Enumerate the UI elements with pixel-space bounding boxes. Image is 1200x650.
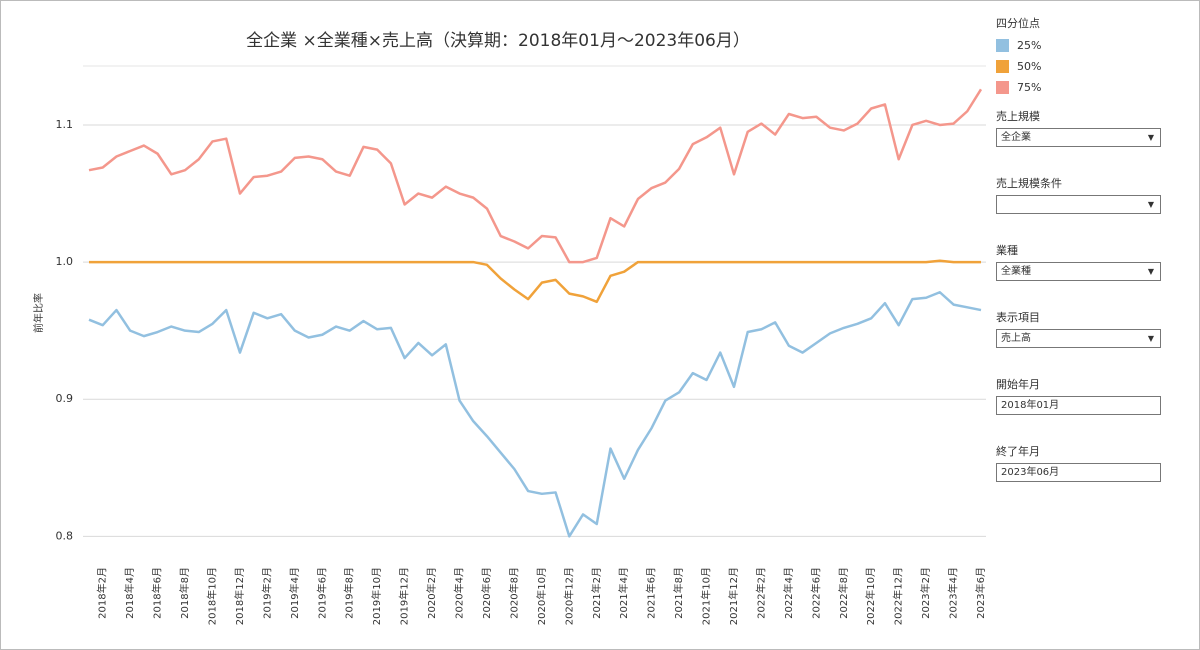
spacer — [996, 214, 1166, 232]
filter-label: 売上規模 — [996, 110, 1040, 123]
x-tick-label: 2022年6月 — [809, 567, 822, 619]
filter-value: 2018年01月 — [1001, 400, 1060, 411]
filters: 売上規模全企業 ▼ 売上規模条件 ▼ 業種全業種 ▼ 表示項目売上高 ▼ 開始年月 2018年01… — [996, 108, 1166, 482]
x-tick-label: 2018年6月 — [151, 567, 164, 619]
dropdown[interactable]: 全業種 ▼ — [996, 262, 1161, 281]
chart: 全企業 ×全業種×売上高（決算期：2018年01月～2023年06月） 前年比率… — [32, 31, 987, 625]
x-tick-label: 2018年10月 — [206, 567, 219, 625]
x-tick-label: 2022年8月 — [837, 567, 850, 619]
x-tick-label: 2021年10月 — [700, 567, 713, 625]
x-tick-label: 2023年2月 — [919, 567, 932, 619]
x-tick-label: 2020年4月 — [453, 567, 466, 619]
dropdown-arrow: ▼ — [1147, 334, 1154, 343]
filter-label: 売上規模条件 — [996, 177, 1062, 190]
legend-label: 75% — [1017, 81, 1042, 94]
filter-label: 終了年月 — [996, 445, 1040, 458]
dropdown[interactable]: 売上高 ▼ — [996, 329, 1161, 348]
x-tick-label: 2019年10月 — [370, 567, 383, 625]
x-tick-label: 2021年2月 — [590, 567, 603, 619]
x-tick-label: 2022年4月 — [782, 567, 795, 619]
side-panel: 四分位点 25% 50% 75% 売上規模全企業 ▼ 売上規模条件 ▼ 業種全業種 ▼ 表示項目… — [996, 15, 1166, 482]
y-tick-label: 0.9 — [56, 392, 74, 405]
text-input[interactable]: 2018年01月 — [996, 396, 1161, 415]
x-tick-label: 2020年8月 — [507, 567, 520, 619]
x-tick-label: 2020年6月 — [480, 567, 493, 619]
y-tick-label: 1.0 — [56, 255, 74, 268]
legend-item[interactable]: 50% — [996, 56, 1166, 77]
filter-label: 表示項目 — [996, 311, 1040, 324]
series-line — [89, 259, 981, 304]
x-tick-label: 2021年4月 — [617, 567, 630, 619]
filter-value: 売上高 — [1001, 333, 1031, 344]
legend-title: 四分位点 — [996, 17, 1040, 30]
chart-title: 全企業 ×全業種×売上高（決算期：2018年01月～2023年06月） — [246, 31, 750, 51]
spacer — [996, 415, 1166, 433]
dropdown[interactable]: 全企業 ▼ — [996, 128, 1161, 147]
dropdown[interactable]: ▼ — [996, 195, 1161, 214]
filter-value: 全企業 — [1001, 132, 1031, 143]
legend-label: 50% — [1017, 60, 1042, 73]
x-tick-label: 2021年6月 — [645, 567, 658, 619]
spacer — [996, 348, 1166, 366]
legend-swatch — [996, 39, 1009, 52]
filter-label: 開始年月 — [996, 378, 1040, 391]
legend-swatch — [996, 60, 1009, 73]
x-tick-label: 2021年8月 — [672, 567, 685, 619]
x-tick-label: 2020年2月 — [425, 567, 438, 619]
x-tick-label: 2022年10月 — [864, 567, 877, 625]
legend-item[interactable]: 25% — [996, 35, 1166, 56]
x-tick-label: 2018年2月 — [96, 567, 109, 619]
filter-label: 業種 — [996, 244, 1018, 257]
x-tick-label: 2022年12月 — [892, 567, 905, 625]
dropdown-arrow: ▼ — [1147, 133, 1154, 142]
x-tick-label: 2023年6月 — [974, 567, 986, 619]
x-tick-label: 2019年12月 — [398, 567, 411, 625]
x-tick-label: 2020年10月 — [535, 567, 548, 625]
spacer — [996, 281, 1166, 299]
x-tick-label: 2019年6月 — [315, 567, 328, 619]
text-input[interactable]: 2023年06月 — [996, 463, 1161, 482]
x-tick-label: 2019年2月 — [260, 567, 273, 619]
legend: 25% 50% 75% — [996, 35, 1166, 98]
series-line — [88, 88, 983, 264]
legend-swatch — [996, 81, 1009, 94]
y-axis-label: 前年比率 — [32, 293, 45, 333]
x-tick-label: 2018年8月 — [178, 567, 191, 619]
x-tick-label: 2018年12月 — [233, 567, 246, 625]
y-tick-label: 1.1 — [56, 118, 74, 131]
x-tick-label: 2019年4月 — [288, 567, 301, 619]
spacer — [996, 147, 1166, 165]
x-tick-label: 2021年12月 — [727, 567, 740, 625]
x-tick-label: 2023年4月 — [947, 567, 960, 619]
x-tick-label: 2022年2月 — [754, 567, 767, 619]
x-tick-label: 2018年4月 — [123, 567, 136, 619]
series-line — [88, 290, 982, 538]
dropdown-arrow: ▼ — [1147, 200, 1154, 209]
x-tick-label: 2020年12月 — [562, 567, 575, 625]
dropdown-arrow: ▼ — [1147, 267, 1154, 276]
legend-item[interactable]: 75% — [996, 77, 1166, 98]
filter-value: 全業種 — [1001, 266, 1031, 277]
y-tick-label: 0.8 — [56, 529, 74, 542]
x-tick-label: 2019年8月 — [343, 567, 356, 619]
legend-label: 25% — [1017, 39, 1042, 52]
filter-value: 2023年06月 — [1001, 467, 1060, 478]
